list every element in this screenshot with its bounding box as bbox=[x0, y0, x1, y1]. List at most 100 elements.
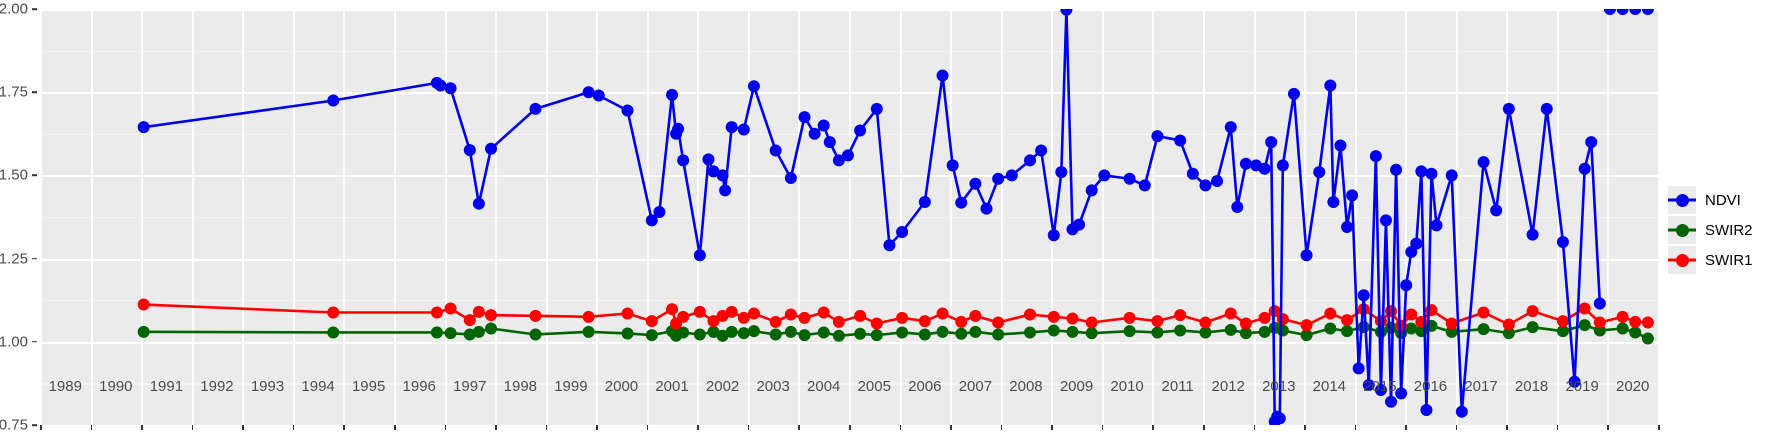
data-point bbox=[327, 94, 340, 107]
x-axis-tick-label: 1992 bbox=[200, 378, 234, 395]
data-point bbox=[769, 144, 782, 157]
legend-key-icon bbox=[1668, 246, 1696, 274]
data-point bbox=[1085, 184, 1098, 197]
data-point bbox=[1374, 315, 1387, 328]
data-point bbox=[434, 79, 447, 92]
x-axis-tick-mark bbox=[343, 425, 345, 430]
data-point bbox=[1477, 323, 1490, 336]
x-axis-tick-mark bbox=[1506, 425, 1508, 430]
data-point bbox=[1273, 412, 1286, 425]
data-point bbox=[1502, 318, 1515, 331]
x-axis-tick-mark bbox=[1354, 425, 1357, 430]
data-point bbox=[896, 225, 909, 238]
data-point bbox=[1174, 134, 1187, 147]
x-axis-tick-label: 2014 bbox=[1312, 378, 1347, 395]
data-point bbox=[1276, 313, 1289, 326]
data-point bbox=[529, 328, 542, 341]
x-axis-tick-label: 2019 bbox=[1565, 378, 1599, 395]
data-point bbox=[1341, 325, 1354, 338]
y-axis-tick-mark bbox=[32, 174, 37, 177]
gridline-vertical bbox=[1405, 9, 1408, 425]
data-point bbox=[870, 329, 883, 342]
legend-item-swir2[interactable]: SWIR2 bbox=[1668, 216, 1753, 244]
data-point bbox=[1578, 162, 1591, 175]
gridline-vertical bbox=[1506, 9, 1509, 425]
data-point bbox=[854, 327, 867, 340]
data-point bbox=[1174, 309, 1187, 322]
data-point bbox=[1060, 9, 1073, 16]
legend-dot-icon bbox=[1675, 223, 1689, 237]
gridline-vertical bbox=[596, 9, 599, 425]
data-point bbox=[817, 326, 830, 339]
x-axis-tick-mark bbox=[1101, 425, 1104, 430]
x-axis-tick-label: 1993 bbox=[250, 378, 285, 395]
data-point bbox=[936, 69, 949, 82]
data-point bbox=[1239, 157, 1252, 170]
x-axis-tick-mark bbox=[393, 425, 396, 430]
data-point bbox=[693, 328, 706, 341]
data-point bbox=[1258, 311, 1271, 324]
data-point bbox=[463, 144, 476, 157]
data-point bbox=[1024, 154, 1037, 167]
legend-item-ndvi[interactable]: NDVI bbox=[1668, 186, 1753, 214]
y-axis-tick-label: 1.50 bbox=[0, 166, 28, 184]
data-point bbox=[1405, 322, 1418, 335]
x-axis-tick-label: 1996 bbox=[402, 378, 436, 395]
gridline-vertical bbox=[444, 9, 447, 425]
data-point bbox=[918, 315, 931, 328]
data-point bbox=[1556, 325, 1569, 338]
data-point bbox=[946, 159, 959, 172]
data-point bbox=[582, 310, 595, 323]
data-point bbox=[137, 121, 150, 134]
data-point bbox=[1024, 326, 1037, 339]
data-point bbox=[1334, 139, 1347, 152]
y-axis-tick-mark bbox=[32, 424, 37, 426]
data-point bbox=[883, 239, 896, 252]
gridline-vertical bbox=[899, 9, 902, 425]
x-axis-tick-mark bbox=[292, 425, 295, 430]
data-point bbox=[832, 154, 845, 167]
data-point bbox=[936, 307, 949, 320]
y-axis: 0.75 1.00 1.25 1.50 1.75 2.00 bbox=[0, 0, 40, 442]
x-axis-tick-mark bbox=[242, 425, 244, 430]
data-point bbox=[666, 303, 679, 316]
data-point bbox=[1526, 321, 1539, 334]
data-point bbox=[463, 314, 476, 327]
data-point bbox=[327, 306, 340, 319]
data-point bbox=[737, 311, 750, 324]
data-point bbox=[1385, 321, 1398, 334]
data-point bbox=[769, 328, 782, 341]
plot-panel: 1989 1990 1991 1992 1993 1994 1995 1996 1997 1998… bbox=[40, 9, 1658, 425]
legend-item-swir1[interactable]: SWIR1 bbox=[1668, 246, 1753, 274]
data-point bbox=[702, 153, 715, 166]
data-point bbox=[444, 302, 457, 315]
x-axis-tick-label: 2013 bbox=[1262, 378, 1296, 395]
x-axis-tick-label: 2009 bbox=[1059, 378, 1094, 395]
data-point bbox=[1385, 305, 1398, 318]
data-point bbox=[1231, 201, 1244, 214]
gridline-vertical bbox=[90, 9, 93, 425]
data-point bbox=[798, 329, 811, 342]
data-point bbox=[1379, 214, 1392, 227]
x-axis-tick-label: 2006 bbox=[908, 378, 942, 395]
data-point bbox=[1390, 163, 1403, 176]
data-point bbox=[645, 214, 658, 227]
data-point bbox=[1300, 319, 1313, 332]
x-axis-tick-mark bbox=[1152, 425, 1154, 430]
x-axis-tick-mark bbox=[1304, 425, 1306, 430]
data-point bbox=[1287, 87, 1300, 100]
data-point bbox=[1224, 323, 1237, 336]
x-axis-tick-mark bbox=[444, 425, 447, 430]
data-point bbox=[1616, 9, 1629, 15]
data-point bbox=[672, 122, 685, 135]
data-point bbox=[798, 111, 811, 124]
data-point bbox=[1123, 172, 1136, 185]
data-point bbox=[677, 310, 690, 323]
x-axis-tick-label: 1990 bbox=[99, 378, 133, 395]
data-point bbox=[472, 197, 485, 210]
data-point bbox=[955, 196, 968, 209]
data-point bbox=[719, 184, 732, 197]
x-axis-tick-mark bbox=[90, 425, 93, 430]
data-point bbox=[1035, 144, 1048, 157]
data-point bbox=[1603, 9, 1616, 15]
